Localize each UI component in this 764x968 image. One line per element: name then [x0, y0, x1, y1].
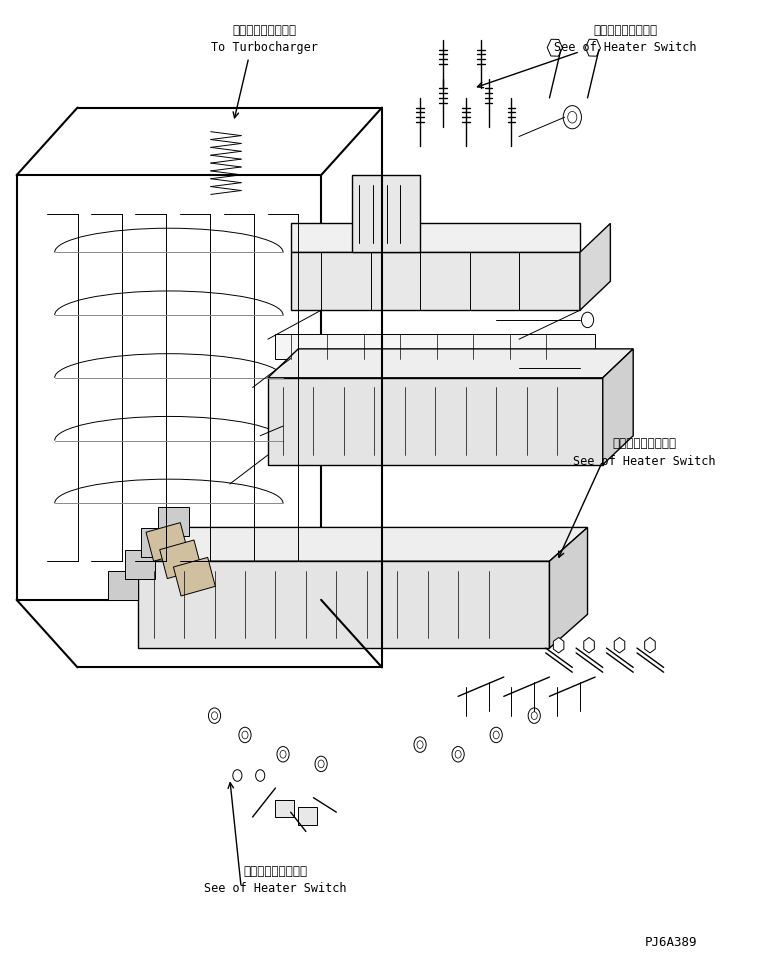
Circle shape	[280, 750, 286, 758]
Circle shape	[277, 746, 289, 762]
Circle shape	[490, 727, 502, 742]
Polygon shape	[580, 224, 610, 311]
Circle shape	[563, 106, 581, 129]
Circle shape	[452, 746, 465, 762]
Circle shape	[256, 770, 265, 781]
Circle shape	[417, 741, 423, 748]
Text: ヒ－タスイッチ参照: ヒ－タスイッチ参照	[594, 24, 658, 37]
Bar	[351, 175, 420, 253]
Circle shape	[581, 313, 594, 327]
Polygon shape	[290, 253, 580, 311]
Circle shape	[239, 727, 251, 742]
Circle shape	[212, 711, 218, 719]
Bar	[276, 334, 595, 358]
Circle shape	[233, 770, 242, 781]
Text: See of Heater Switch: See of Heater Switch	[204, 882, 347, 895]
Circle shape	[568, 111, 577, 123]
Polygon shape	[268, 378, 603, 465]
Bar	[108, 571, 138, 600]
Text: ヒ－タスイッチ参照: ヒ－タスイッチ参照	[244, 864, 307, 878]
Text: See of Heater Switch: See of Heater Switch	[555, 42, 697, 54]
Circle shape	[318, 760, 324, 768]
Polygon shape	[146, 523, 188, 561]
Circle shape	[528, 708, 540, 723]
Text: PJ6A389: PJ6A389	[645, 936, 698, 950]
Circle shape	[209, 708, 221, 723]
Bar	[298, 807, 317, 825]
Polygon shape	[138, 528, 588, 561]
Text: ヒ－タスイッチ参照: ヒ－タスイッチ参照	[613, 438, 677, 450]
Polygon shape	[268, 348, 633, 378]
Text: ターボチャージャへ: ターボチャージャへ	[232, 24, 296, 37]
Circle shape	[315, 756, 327, 771]
Circle shape	[493, 731, 499, 739]
Polygon shape	[549, 528, 588, 649]
Bar	[17, 175, 321, 600]
Bar	[276, 800, 294, 817]
Polygon shape	[173, 558, 215, 596]
Circle shape	[531, 711, 537, 719]
Circle shape	[455, 750, 461, 758]
Bar	[125, 550, 155, 579]
Text: See of Heater Switch: See of Heater Switch	[573, 455, 716, 468]
Polygon shape	[290, 224, 580, 253]
Circle shape	[414, 737, 426, 752]
Polygon shape	[138, 561, 549, 649]
Bar	[158, 507, 189, 536]
Polygon shape	[160, 540, 202, 579]
Text: To Turbocharger: To Turbocharger	[211, 42, 318, 54]
Polygon shape	[603, 348, 633, 465]
Circle shape	[242, 731, 248, 739]
Bar	[141, 529, 172, 558]
